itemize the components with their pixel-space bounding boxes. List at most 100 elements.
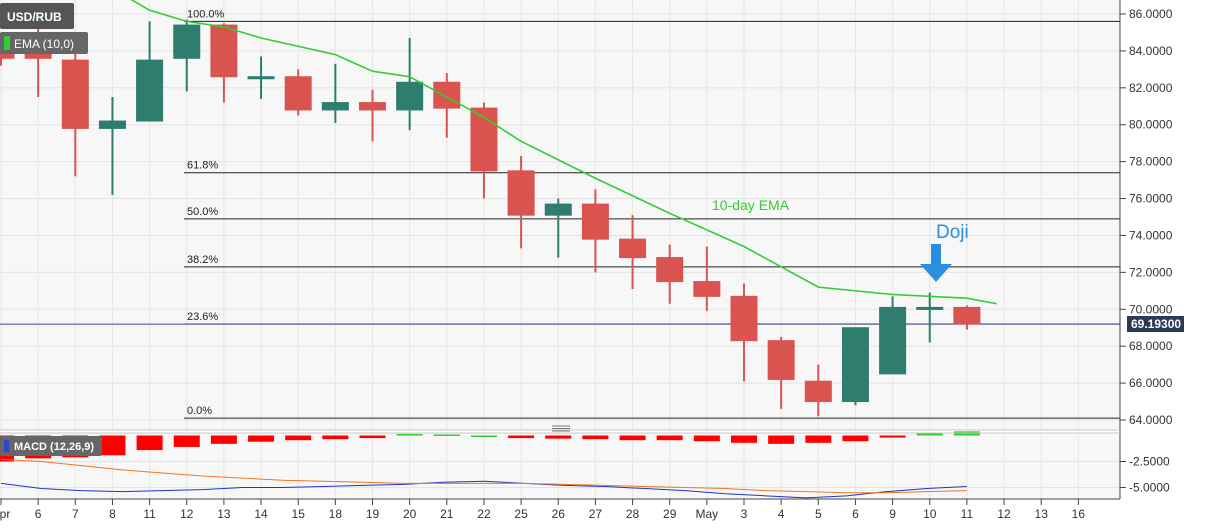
x-tick-label: 10 [923, 507, 937, 521]
x-tick-label: 7 [72, 507, 79, 521]
x-tick-label: 13 [217, 507, 231, 521]
macd-histogram-bar [285, 435, 312, 441]
candle-body [916, 306, 944, 310]
candle-body [359, 102, 386, 111]
macd-pane-background [0, 433, 1120, 499]
macd-histogram-bar [173, 435, 200, 447]
candle-body [507, 170, 535, 216]
macd-histogram-bar [322, 435, 349, 440]
x-tick-label: 11 [961, 507, 974, 521]
macd-histogram-bar [656, 435, 683, 441]
fib-level-label: 50.0% [187, 206, 218, 218]
macd-histogram-bar [359, 435, 386, 439]
x-tick-label: 9 [889, 507, 896, 521]
x-tick-label: 19 [366, 507, 380, 521]
indicator-legend-box[interactable] [0, 32, 88, 54]
price-tick-label: 68.0000 [1129, 339, 1173, 353]
x-tick-label: 8 [109, 507, 116, 521]
candle-body [804, 380, 832, 403]
price-tick-label: 78.0000 [1129, 155, 1173, 169]
macd-histogram-bar [619, 435, 646, 441]
macd-histogram-bar [582, 435, 609, 440]
macd-histogram-bar [545, 435, 572, 439]
fib-level-label: 100.0% [187, 8, 225, 20]
pane-resize-handle[interactable] [552, 425, 570, 432]
price-tick-label: 70.0000 [1129, 302, 1173, 316]
x-tick-label: 3 [741, 507, 748, 521]
macd-histogram-bar [805, 435, 832, 443]
x-tick-label: 4 [778, 507, 785, 521]
price-tick-label: 74.0000 [1129, 228, 1173, 242]
x-tick-label: May [696, 507, 719, 521]
fib-level-label: 38.2% [187, 254, 218, 266]
macd-histogram-bar [508, 435, 535, 439]
macd-histogram-bar [248, 435, 275, 442]
macd-line [0, 480, 967, 499]
x-tick-label: 15 [292, 507, 306, 521]
ema-line [130, 0, 997, 305]
candle-body [619, 238, 647, 259]
indicator-legend-label: EMA (10,0) [14, 37, 74, 51]
candle-body [656, 257, 684, 283]
price-tick-label: 86.0000 [1129, 7, 1173, 21]
candle-body [173, 24, 201, 59]
candle-body [581, 203, 609, 240]
price-tick-label: 66.0000 [1129, 376, 1173, 390]
last-price-badge [1127, 316, 1184, 332]
symbol-box [0, 3, 74, 29]
macd-histogram-bar [210, 435, 237, 444]
x-tick-label: 14 [254, 507, 268, 521]
candle-body [841, 327, 869, 403]
macd-histogram-bar [396, 433, 423, 436]
ema-series [130, 0, 997, 305]
macd-histogram-bar [136, 435, 163, 451]
x-tick-label: 29 [663, 507, 677, 521]
candle-body [470, 107, 498, 172]
candle-body [247, 76, 275, 80]
doji-arrow-icon [920, 244, 952, 282]
x-tick-label: 28 [626, 507, 640, 521]
fib-level-label: 0.0% [187, 405, 212, 417]
x-tick-label: 16 [1072, 507, 1086, 521]
x-tick-label: 6 [852, 507, 859, 521]
macd-histogram-bar [731, 435, 757, 443]
x-tick-label: 12 [180, 507, 194, 521]
candle-body [136, 59, 164, 122]
price-tick-label: 76.0000 [1129, 192, 1173, 206]
price-tick-label: 82.0000 [1129, 81, 1173, 95]
fib-level-label: 61.8% [187, 160, 218, 172]
candle-body [693, 281, 721, 297]
candle-body [879, 306, 907, 375]
price-tick-label: 64.0000 [1129, 413, 1173, 427]
x-tick-label: 25 [514, 507, 528, 521]
axes: 64.0000 66.0000 68.0000 70.0000 72.0000 74.00… [0, 0, 1173, 521]
x-tick-label: 18 [329, 507, 343, 521]
x-tick-label: 21 [440, 507, 454, 521]
x-tick-label: 12 [997, 507, 1011, 521]
candle-body [953, 306, 981, 325]
x-tick-label: 11 [143, 507, 156, 521]
doji-annotation: Doji [936, 222, 969, 243]
price-tick-label: 84.0000 [1129, 44, 1173, 58]
price-tick-label: 72.0000 [1129, 265, 1173, 279]
x-tick-label: 26 [552, 507, 566, 521]
x-tick-label: Apr [0, 507, 10, 521]
symbol-label: USD/RUB [7, 10, 62, 24]
x-tick-label: 13 [1035, 507, 1049, 521]
candle-body [767, 340, 795, 380]
x-tick-label: 6 [35, 507, 42, 521]
last-price-label: 69.19300 [1131, 317, 1181, 331]
signal-line [0, 458, 967, 494]
macd-histogram-bar [433, 434, 460, 436]
fib-level-label: 23.6% [187, 311, 218, 323]
macd-legend-box[interactable] [0, 436, 102, 456]
macd-tick-label: -2.5000 [1129, 455, 1170, 469]
candle-body [396, 81, 424, 111]
fibonacci-levels: 100.0% 61.8% 50.0% 38.2% 23.6% 0.0% [0, 8, 1120, 419]
macd-histogram-bar [99, 435, 126, 456]
macd-histogram-bar [842, 435, 869, 442]
candle-body [284, 76, 312, 111]
candle-body [98, 120, 126, 129]
